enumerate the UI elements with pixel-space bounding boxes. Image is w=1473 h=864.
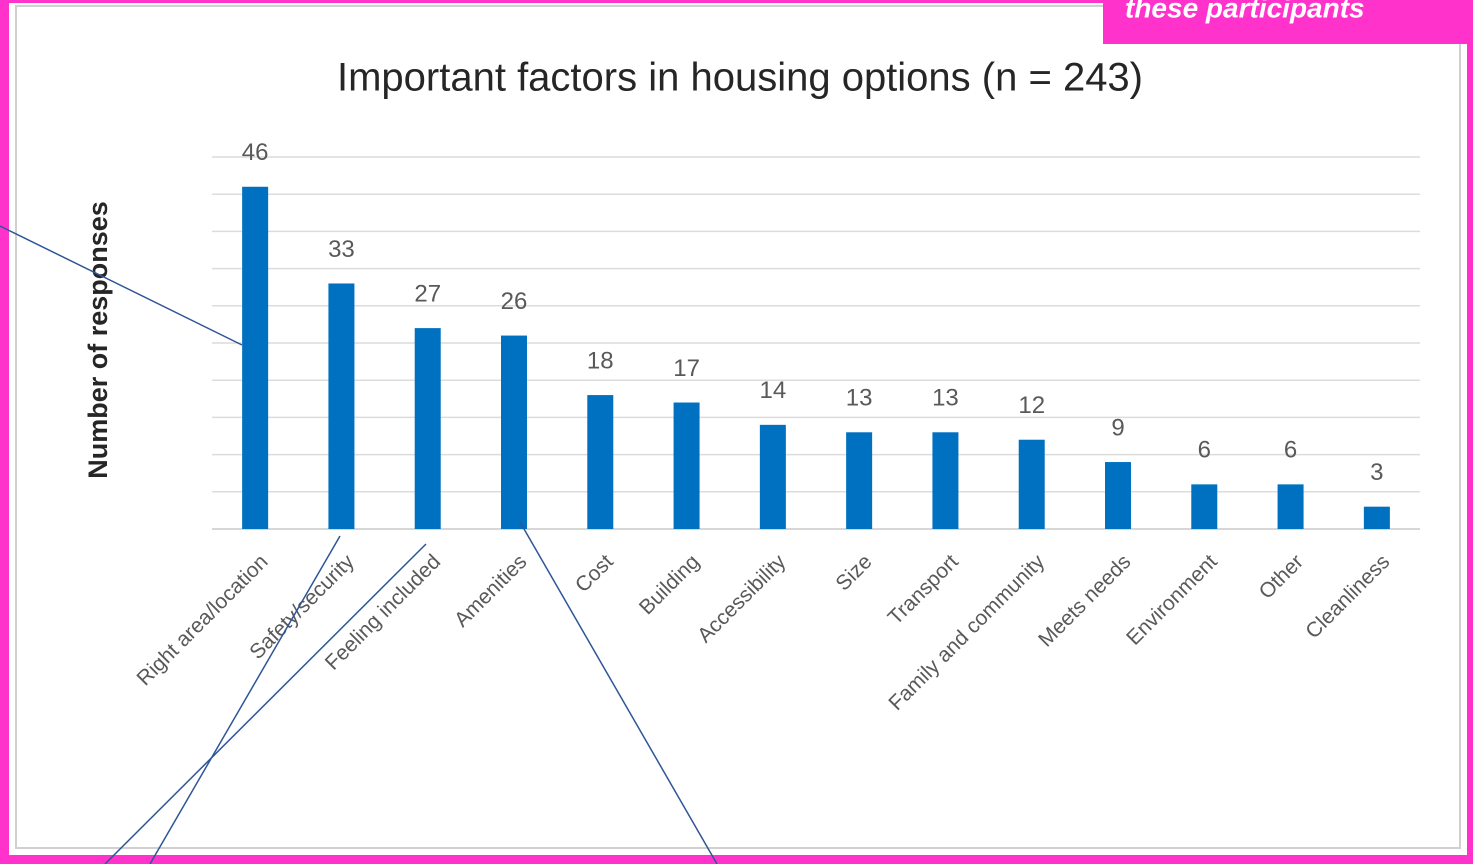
callout-line	[149, 535, 341, 864]
y-axis-label: Number of responses	[83, 201, 113, 479]
chart-border	[15, 5, 1461, 849]
annotation-box	[1103, 0, 1473, 44]
data-label: 14	[760, 377, 787, 404]
callout-line	[0, 225, 243, 346]
callout-line	[519, 521, 718, 864]
data-label: 27	[414, 280, 441, 307]
chart-background	[9, 3, 1467, 855]
data-label: 9	[1111, 414, 1124, 441]
data-label: 12	[1018, 392, 1045, 419]
bar	[673, 402, 700, 529]
callout-line	[104, 543, 427, 864]
bar	[242, 186, 269, 529]
bar	[587, 395, 614, 529]
data-label: 33	[328, 236, 355, 263]
data-label: 6	[1198, 437, 1211, 464]
bar	[1191, 484, 1218, 529]
bar	[932, 432, 959, 529]
data-label: 17	[673, 355, 700, 382]
data-label: 46	[242, 139, 269, 166]
data-label: 26	[501, 288, 528, 315]
bar	[328, 283, 355, 529]
bar	[1277, 484, 1304, 529]
annotation: these participants	[1125, 0, 1365, 23]
bar	[501, 335, 527, 529]
bar	[414, 328, 441, 529]
data-label: 13	[846, 385, 873, 412]
bar	[846, 432, 873, 529]
bar	[1018, 439, 1045, 529]
bar	[759, 424, 786, 529]
callout-lines	[0, 225, 718, 864]
data-label: 18	[587, 347, 614, 374]
bar	[1105, 462, 1131, 529]
data-label: 6	[1284, 437, 1297, 464]
chart-title: Important factors in housing options (n …	[337, 56, 1143, 100]
bar	[1363, 506, 1390, 529]
data-label: 13	[932, 385, 959, 412]
data-label: 3	[1370, 459, 1383, 486]
